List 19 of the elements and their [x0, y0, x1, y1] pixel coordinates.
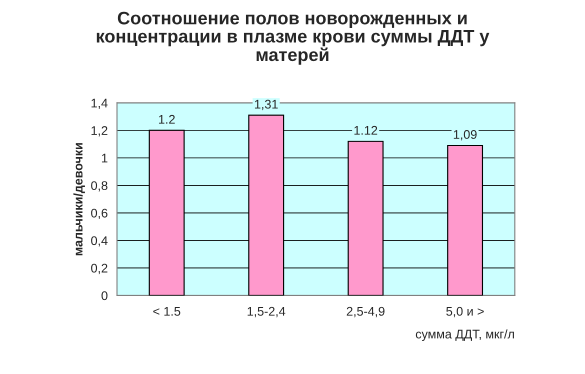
x-tick-label: 2,5-4,9: [346, 306, 384, 318]
y-axis-title: мальчики/девочки: [73, 143, 85, 256]
x-axis-title: сумма ДДТ, мкг/л: [416, 329, 514, 341]
y-tick-label: 0,8: [91, 181, 108, 192]
x-tick-label: < 1.5: [153, 307, 180, 316]
y-tick-label: 1,4: [92, 98, 108, 109]
y-tick-label: 0,4: [91, 236, 108, 247]
data-label: 1.12: [354, 126, 378, 135]
y-tick-label: 0: [102, 291, 108, 300]
y-tick-label: 1: [102, 154, 108, 162]
data-label: 1,09: [454, 130, 477, 140]
y-tick-label: 1,2: [92, 126, 108, 136]
chart-title: Соотношение полов новорожденных и концентрации в плазме крови суммы ДДТ у матерей: [96, 12, 490, 65]
y-tick-label: 0,6: [91, 208, 108, 220]
x-tick-label: 5,0 и >: [446, 306, 484, 318]
data-label: 1.2: [158, 114, 175, 124]
x-tick-label: 1,5-2,4: [248, 306, 286, 318]
data-label: 1,31: [254, 100, 278, 110]
y-tick-label: 0,2: [91, 264, 108, 274]
